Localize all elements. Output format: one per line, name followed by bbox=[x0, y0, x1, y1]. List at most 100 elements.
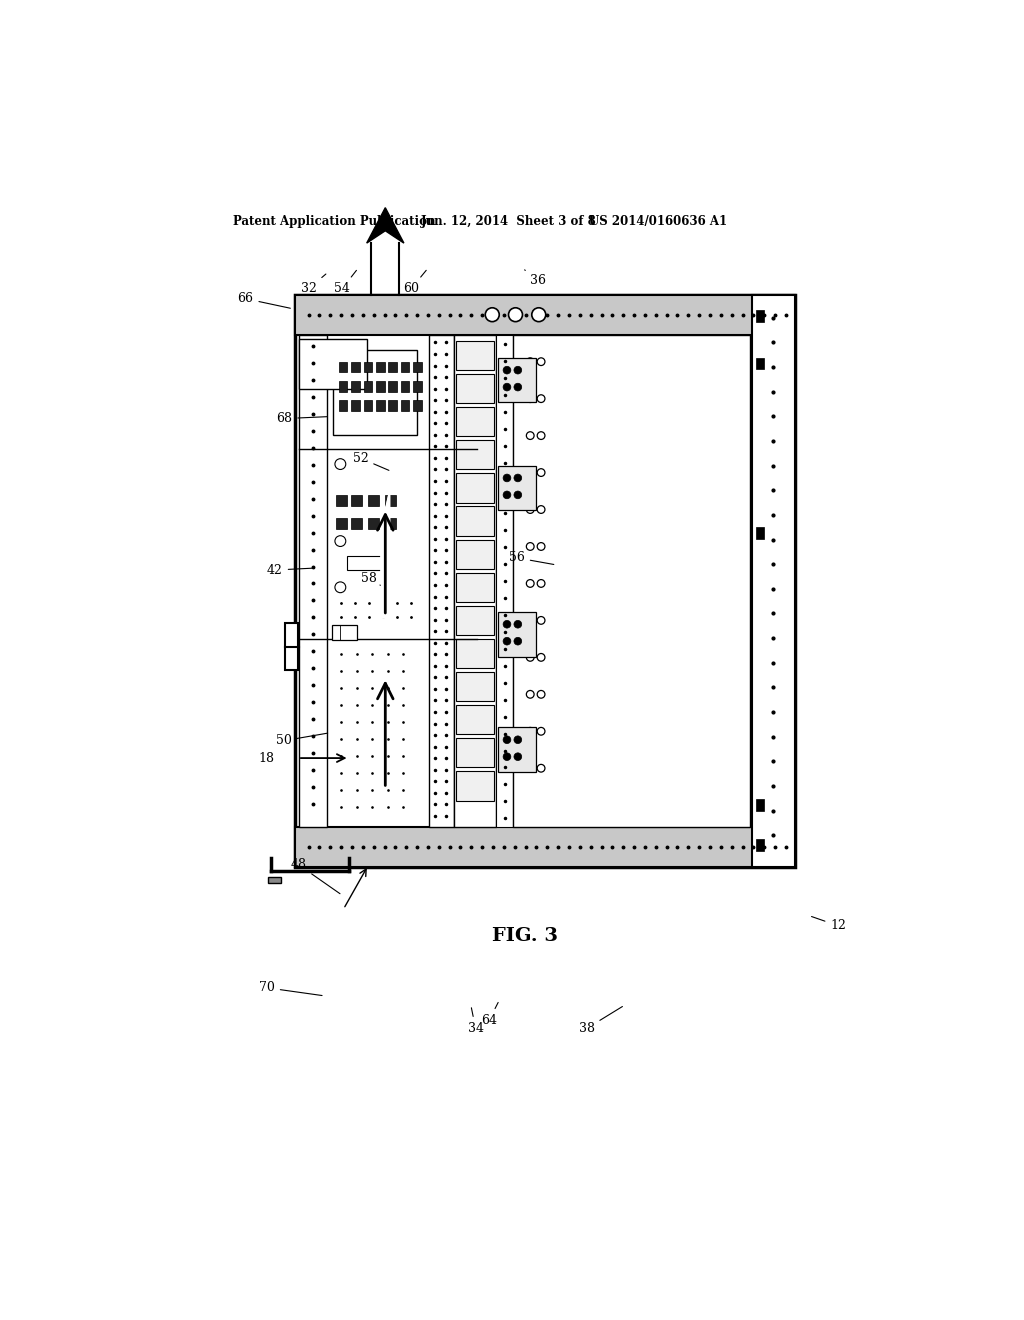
Bar bbox=[339, 400, 347, 411]
Bar bbox=[756, 840, 764, 850]
Circle shape bbox=[514, 752, 521, 760]
Bar bbox=[346, 557, 385, 570]
Bar bbox=[385, 495, 396, 506]
Bar bbox=[456, 341, 494, 370]
Circle shape bbox=[503, 474, 511, 482]
Bar bbox=[456, 606, 494, 635]
Text: 18: 18 bbox=[259, 751, 274, 764]
Circle shape bbox=[514, 367, 521, 374]
Bar bbox=[756, 527, 764, 539]
Text: US 2014/0160636 A1: US 2014/0160636 A1 bbox=[589, 215, 727, 228]
Circle shape bbox=[509, 308, 522, 322]
Bar bbox=[456, 407, 494, 437]
Circle shape bbox=[538, 469, 545, 477]
Circle shape bbox=[526, 506, 535, 513]
Bar bbox=[364, 400, 372, 411]
Bar bbox=[456, 672, 494, 701]
Circle shape bbox=[538, 653, 545, 661]
Bar bbox=[456, 507, 494, 536]
Circle shape bbox=[485, 308, 500, 322]
Bar bbox=[456, 771, 494, 800]
Bar bbox=[456, 374, 494, 404]
Text: 48: 48 bbox=[291, 858, 340, 894]
Bar bbox=[498, 612, 537, 656]
Circle shape bbox=[503, 367, 511, 374]
Circle shape bbox=[526, 579, 535, 587]
Circle shape bbox=[335, 459, 346, 470]
Text: 60: 60 bbox=[403, 271, 426, 294]
Text: 12: 12 bbox=[812, 916, 846, 932]
Circle shape bbox=[526, 690, 535, 698]
Bar bbox=[498, 727, 537, 772]
Circle shape bbox=[538, 727, 545, 735]
Bar bbox=[388, 400, 397, 411]
Circle shape bbox=[526, 395, 535, 403]
Text: 56: 56 bbox=[509, 552, 554, 565]
Text: FIG. 3: FIG. 3 bbox=[492, 927, 558, 945]
Bar bbox=[339, 381, 347, 392]
Text: 70: 70 bbox=[259, 981, 323, 995]
Polygon shape bbox=[367, 207, 403, 243]
Bar bbox=[339, 362, 347, 372]
Text: 64: 64 bbox=[481, 1002, 498, 1027]
Text: Patent Application Publication: Patent Application Publication bbox=[232, 215, 435, 228]
Bar bbox=[456, 540, 494, 569]
Circle shape bbox=[538, 432, 545, 440]
Bar bbox=[496, 335, 513, 826]
Text: 42: 42 bbox=[267, 564, 313, 577]
Text: 38: 38 bbox=[579, 1007, 623, 1035]
Bar bbox=[400, 400, 410, 411]
Bar bbox=[351, 400, 359, 411]
Circle shape bbox=[514, 491, 521, 499]
Bar bbox=[351, 495, 362, 506]
Bar bbox=[456, 639, 494, 668]
Bar bbox=[295, 294, 795, 867]
Circle shape bbox=[526, 358, 535, 366]
Text: 66: 66 bbox=[238, 292, 291, 309]
Bar bbox=[752, 294, 795, 867]
Circle shape bbox=[503, 491, 511, 499]
Bar bbox=[456, 705, 494, 734]
Bar bbox=[332, 626, 356, 640]
Circle shape bbox=[526, 616, 535, 624]
Bar bbox=[376, 381, 385, 392]
Circle shape bbox=[514, 474, 521, 482]
Circle shape bbox=[526, 653, 535, 661]
Bar bbox=[414, 400, 422, 411]
Bar bbox=[388, 362, 397, 372]
Bar bbox=[295, 826, 795, 867]
Bar bbox=[498, 466, 537, 511]
Bar bbox=[385, 517, 396, 529]
Bar bbox=[400, 362, 410, 372]
Circle shape bbox=[503, 383, 511, 391]
Circle shape bbox=[531, 308, 546, 322]
Circle shape bbox=[514, 737, 521, 743]
Circle shape bbox=[514, 638, 521, 645]
Bar bbox=[456, 573, 494, 602]
Circle shape bbox=[538, 395, 545, 403]
Circle shape bbox=[538, 506, 545, 513]
Bar bbox=[364, 381, 372, 392]
Text: 32: 32 bbox=[301, 275, 326, 294]
Bar bbox=[299, 335, 328, 826]
Bar bbox=[295, 294, 795, 335]
Bar bbox=[376, 400, 385, 411]
Circle shape bbox=[526, 469, 535, 477]
Bar bbox=[756, 358, 764, 370]
Bar bbox=[498, 358, 537, 403]
Bar bbox=[369, 495, 379, 506]
Bar bbox=[351, 517, 362, 529]
Bar bbox=[454, 335, 496, 826]
Circle shape bbox=[526, 432, 535, 440]
Bar bbox=[456, 441, 494, 470]
Text: 36: 36 bbox=[524, 269, 546, 286]
Bar bbox=[756, 799, 764, 810]
Bar bbox=[299, 339, 368, 388]
Text: 58: 58 bbox=[361, 572, 380, 585]
Polygon shape bbox=[375, 462, 396, 618]
Circle shape bbox=[514, 620, 521, 628]
Bar bbox=[351, 362, 359, 372]
Bar bbox=[429, 335, 454, 826]
Bar bbox=[286, 623, 298, 669]
Text: 50: 50 bbox=[275, 733, 328, 747]
